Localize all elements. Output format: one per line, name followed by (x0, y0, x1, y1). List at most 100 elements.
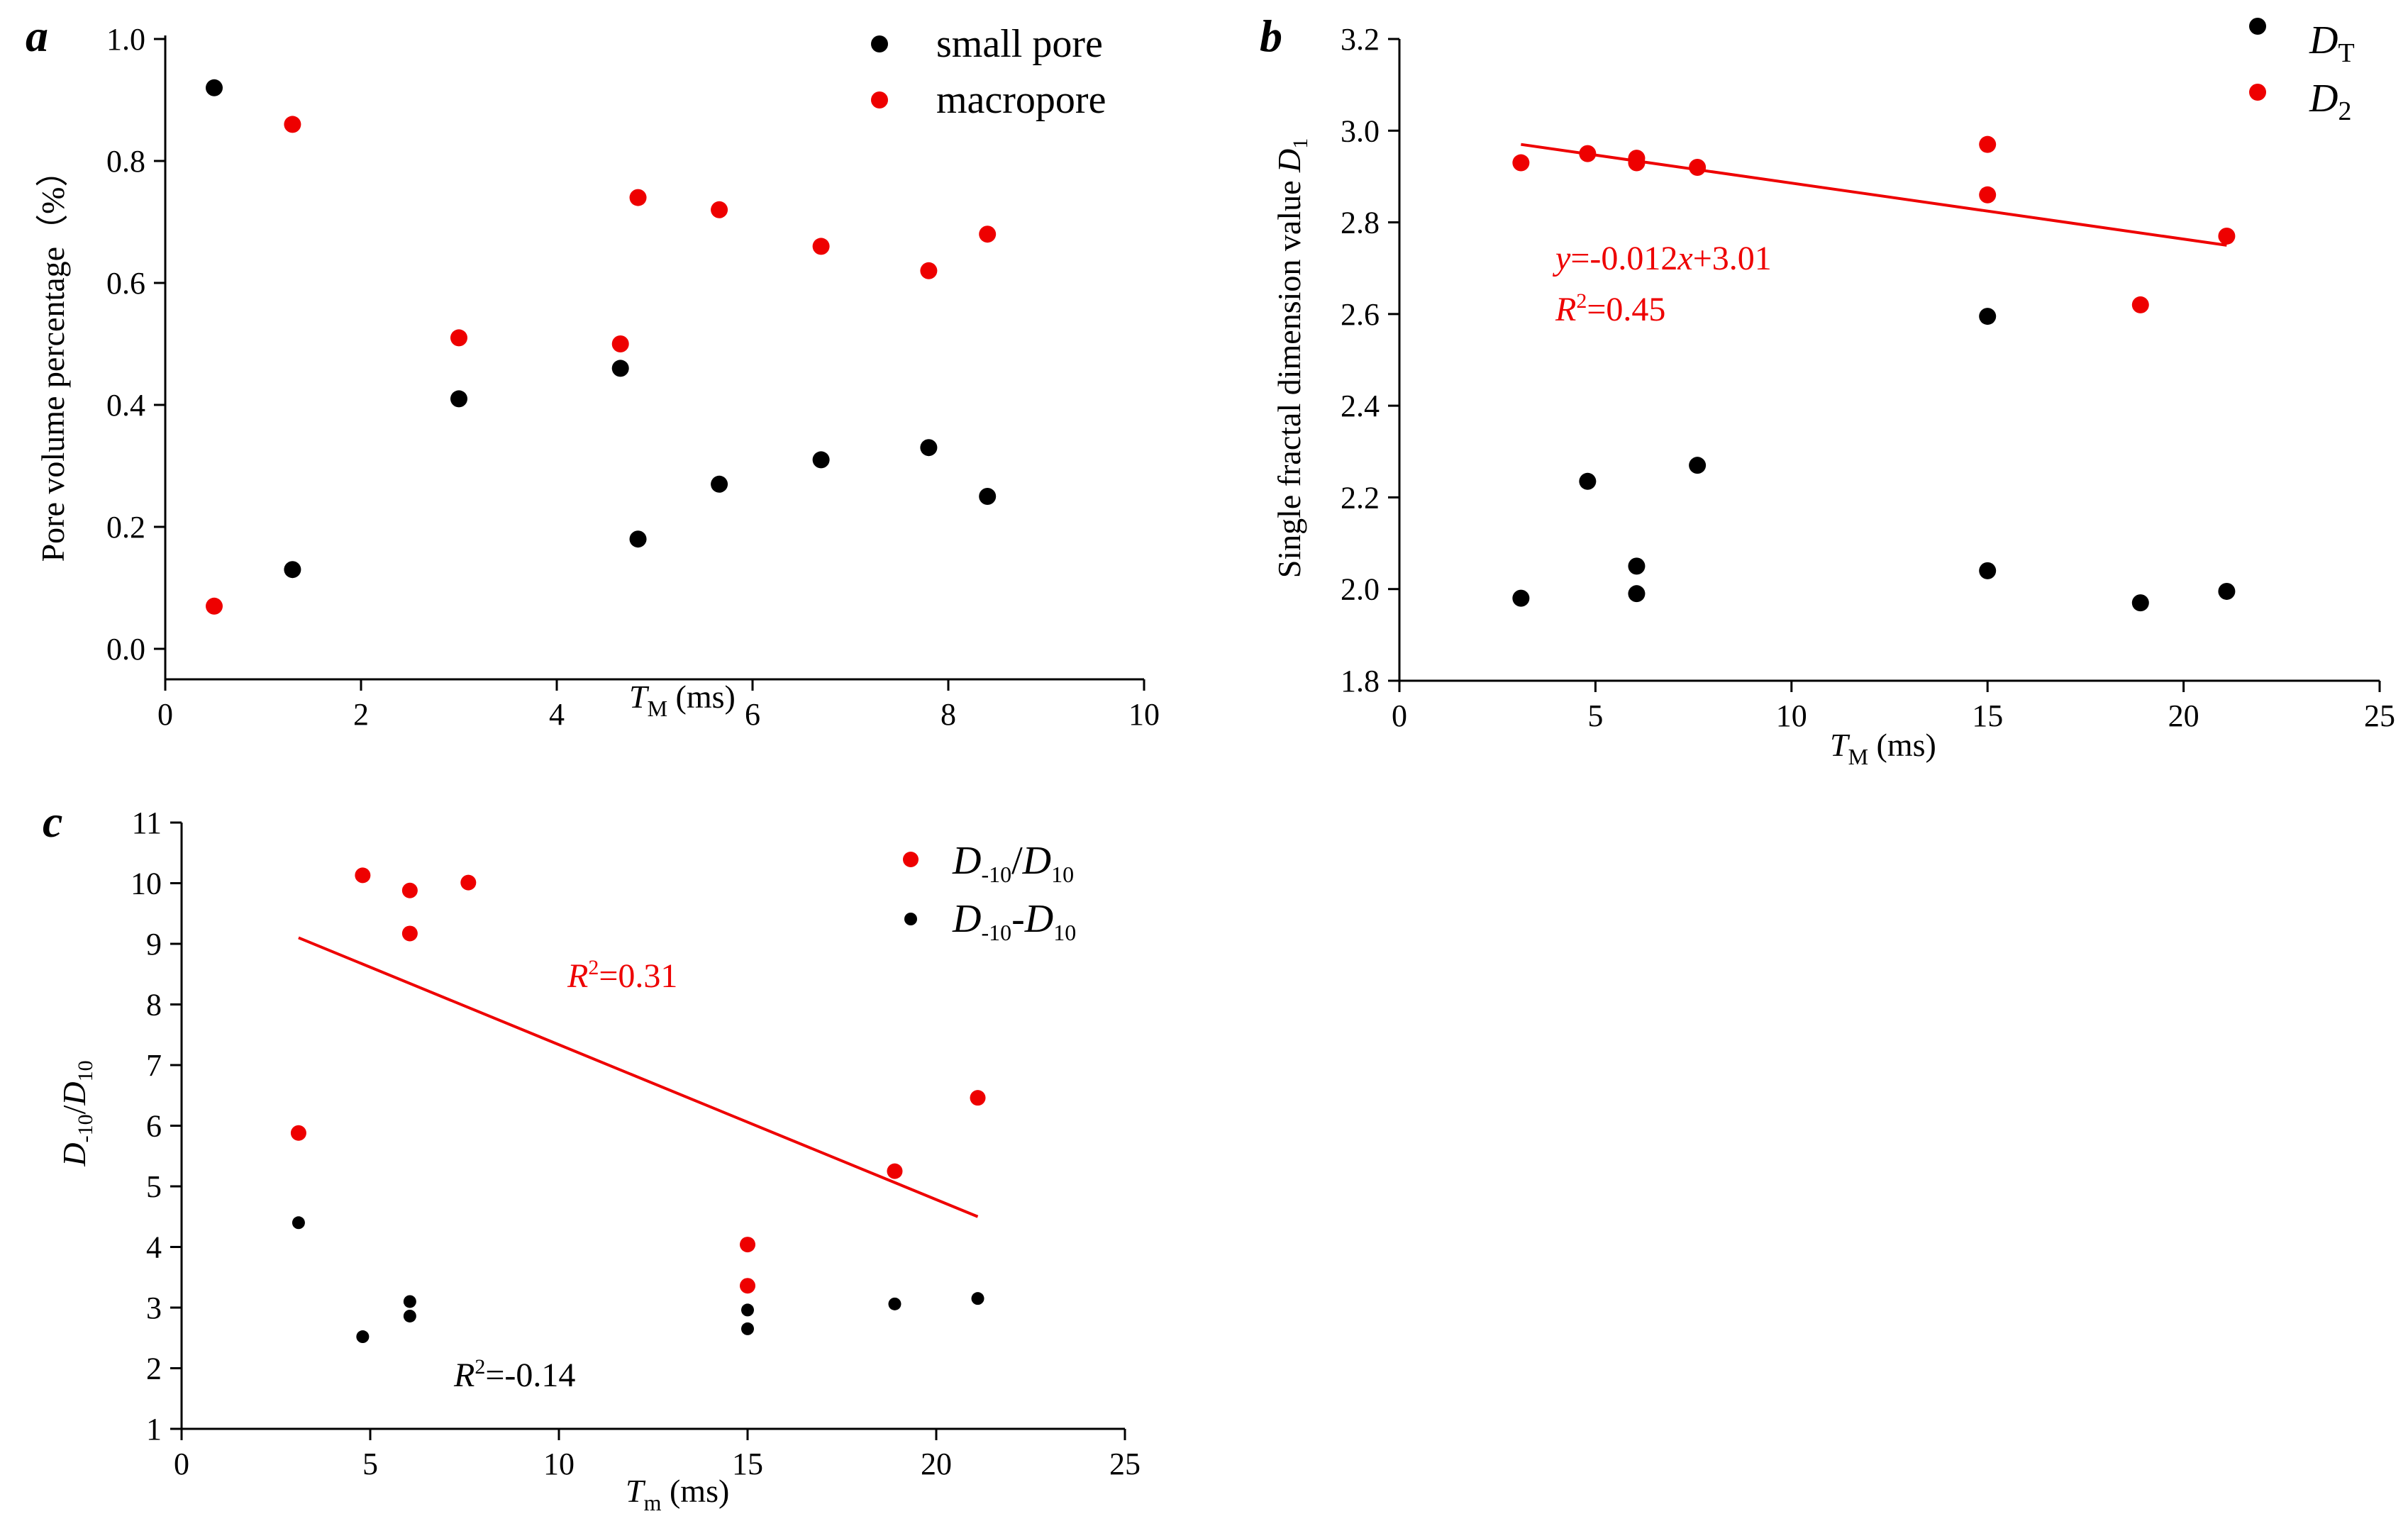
panel-c-y-label: D-10/D10 (56, 1060, 97, 1166)
panel-c-y-tick-label: 11 (132, 806, 162, 840)
panel-c-axes (180, 823, 1125, 1430)
panel-b-x-tick-label: 25 (2364, 698, 2395, 733)
panel-b-ticks: 0 5 10 15 20 25 1.8 2.0 2.2 2.4 2.6 2.8 3.0 3.2 (1341, 22, 2395, 733)
panel-a-y-label: Pore volume percentage（%） (35, 155, 71, 562)
panel-a-legend: small pore macropore (871, 22, 1106, 122)
panel-a-y-tick-label: 0.8 (106, 144, 145, 179)
panel-b-fit (1521, 143, 2227, 247)
panel-b-x-tick-label: 10 (1776, 698, 1807, 733)
panel-b-series-0-point (1979, 308, 1997, 325)
panel-b-series-0-point (1979, 562, 1997, 579)
panel-c-x-tick-label: 5 (362, 1447, 378, 1481)
panel-a-series-1-point (979, 225, 997, 243)
panel-b-axes (1398, 39, 2380, 682)
panel-c-points (290, 867, 986, 1344)
panel-c-series-1-point (403, 1309, 416, 1322)
panel-a-series-0-point (611, 360, 629, 377)
panel-a-y-tick-label: 0.6 (106, 266, 145, 301)
panel-c-series-0-point (740, 1278, 755, 1294)
legend-d2-marker (2249, 84, 2266, 101)
panel-b-y-tick-label: 2.0 (1341, 572, 1380, 607)
panel-b-series-0-point (1628, 585, 1646, 603)
panel-a-series-0-point (450, 390, 467, 408)
panel-a-series-1-point (284, 116, 301, 133)
panel-c-series-0-point (970, 1090, 986, 1106)
panel-c-y-tick-label: 9 (146, 927, 162, 962)
panel-a-x-tick-label: 4 (549, 697, 565, 732)
panel-b-letter: b (1260, 11, 1282, 61)
panel-c-y-tick-label: 1 (146, 1412, 162, 1447)
legend-d2-label: D2 (2309, 77, 2351, 126)
panel-c-series-1-point (971, 1292, 984, 1305)
panel-a-series-1-point (711, 201, 728, 218)
panel-a-letter: a (26, 11, 48, 61)
panel-c-series-1-point (741, 1322, 754, 1335)
panel-a-series-1-point (812, 238, 830, 255)
panel-b-series-0-point (1689, 457, 1707, 474)
panel-c-series-1-point (292, 1216, 305, 1230)
panel-a-series-1-point (206, 597, 223, 615)
panel-a-series-0-point (920, 439, 938, 457)
panel-c-x-tick-label: 20 (921, 1447, 952, 1481)
panel-a-series-1-point (629, 189, 647, 206)
legend-diff-marker (904, 913, 917, 925)
panel-a-axes (164, 35, 1144, 681)
panel-b-series-0-point (1512, 589, 1530, 607)
panel-b-series-1-point (1579, 145, 1597, 162)
panel-c-y-tick-label: 8 (146, 988, 162, 1023)
panel-b-x-tick-label: 5 (1587, 698, 1603, 733)
panel-b: b 0 5 10 15 20 25 1.8 2.0 2.2 2.4 2.6 2.8 3.0 3.2 TM … (1260, 11, 2395, 769)
panel-a-y-tick-label: 0.2 (106, 510, 145, 545)
panel-c-series-1-point (888, 1297, 901, 1310)
panel-b-series-0-point (2131, 594, 2149, 612)
panel-c-series-0-point (355, 867, 371, 884)
legend-macropore-marker (871, 91, 888, 108)
panel-a-series-0-point (711, 475, 728, 493)
panel-a-x-label: TM (ms) (629, 679, 736, 721)
panel-b-r-squared: R2=0.45 (1555, 289, 1665, 328)
panel-b-x-tick-label: 0 (1392, 698, 1407, 733)
panel-b-series-0-point (1579, 472, 1597, 490)
panel-c-y-tick-label: 2 (146, 1352, 162, 1386)
panel-b-y-tick-label: 2.8 (1341, 206, 1380, 240)
panel-c-x-tick-label: 25 (1109, 1447, 1141, 1481)
panel-b-legend: DT D2 (2249, 18, 2355, 126)
panel-a: a 0 2 4 6 8 10 0.0 0.2 0.4 0.6 0.8 1.0 TM (ms) Pore… (26, 11, 1160, 732)
panel-a-y-tick-label: 0.4 (106, 388, 145, 423)
panel-a-series-0-point (284, 561, 301, 579)
panel-a-x-tick-label: 8 (941, 697, 956, 732)
panel-b-fit-line (1521, 143, 2227, 247)
panel-c: c 0 5 10 15 20 25 1 2 3 4 5 6 7 8 9 10 11 Tm (ms) D-10/D… (43, 796, 1141, 1515)
panel-c-y-tick-label: 7 (146, 1048, 162, 1083)
panel-c-y-tick-label: 6 (146, 1109, 162, 1144)
panel-b-series-1-point (1979, 186, 1997, 204)
panel-b-series-1-point (1628, 154, 1646, 172)
panel-c-series-1-point (741, 1303, 754, 1317)
panel-a-x-tick-label: 2 (353, 697, 369, 732)
panel-b-series-1-point (1979, 135, 1997, 153)
panel-a-ticks: 0 2 4 6 8 10 0.0 0.2 0.4 0.6 0.8 1.0 (106, 22, 1160, 732)
panel-b-series-1-point (1512, 154, 1530, 172)
panel-b-x-tick-label: 15 (1972, 698, 2003, 733)
panel-c-y-tick-label: 4 (146, 1230, 162, 1265)
panel-b-x-label: TM (ms) (1830, 727, 1936, 769)
legend-diff-label: D-10-D10 (952, 897, 1076, 945)
panel-c-series-0-point (401, 882, 418, 898)
panel-c-series-1-point (403, 1295, 416, 1308)
legend-small-pore-label: small pore (936, 22, 1103, 66)
panel-b-y-tick-label: 2.6 (1341, 297, 1380, 332)
panel-c-x-label: Tm (ms) (626, 1473, 729, 1515)
panel-b-y-tick-label: 2.2 (1341, 480, 1380, 515)
legend-dt-label: DT (2309, 18, 2355, 68)
panel-b-series-1-point (2218, 227, 2236, 245)
panel-c-r-squared-ratio: R2=0.31 (567, 956, 677, 995)
panel-c-series-0-point (887, 1163, 903, 1179)
panel-c-letter: c (43, 796, 62, 847)
panel-a-x-tick-label: 10 (1128, 697, 1160, 732)
panel-a-series-1-point (611, 335, 629, 352)
panel-c-fit-line (298, 936, 979, 1218)
panel-c-series-0-point (740, 1237, 755, 1253)
panel-a-series-0-point (629, 530, 647, 548)
panel-b-y-label: Single fractal dimension value D1 (1271, 138, 1312, 579)
